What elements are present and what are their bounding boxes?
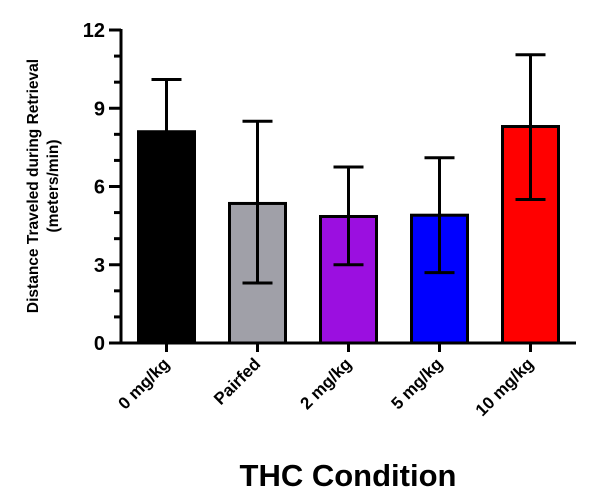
x-tick-label-2: Pairfed [210,354,264,408]
y-tick-label-3: 3 [94,255,105,277]
y-tick-label-6: 6 [94,177,105,199]
x-tick-label-1: 0 mg/kg [114,354,173,413]
y-tick-label-12: 12 [83,20,105,42]
x-tick-label-4: 5 mg/kg [387,354,446,413]
y-axis-title-line-1: Distance Traveled during Retrieval [25,59,42,313]
y-tick-label-9: 9 [94,98,105,120]
x-tick-label-3: 2 mg/kg [296,354,355,413]
x-axis-title: THC Condition [240,458,457,493]
x-tick-label-5: 10 mg/kg [472,354,538,420]
chart-marks: 0 mg/kg Pairfed 2 mg/kg 5 mg/kg 10 mg/kg 0 3 6 9… [83,20,576,420]
y-tick-label-0: 0 [94,333,105,355]
bar-1 [137,130,196,345]
y-axis-title-line-2: (meters/min) [45,139,62,232]
